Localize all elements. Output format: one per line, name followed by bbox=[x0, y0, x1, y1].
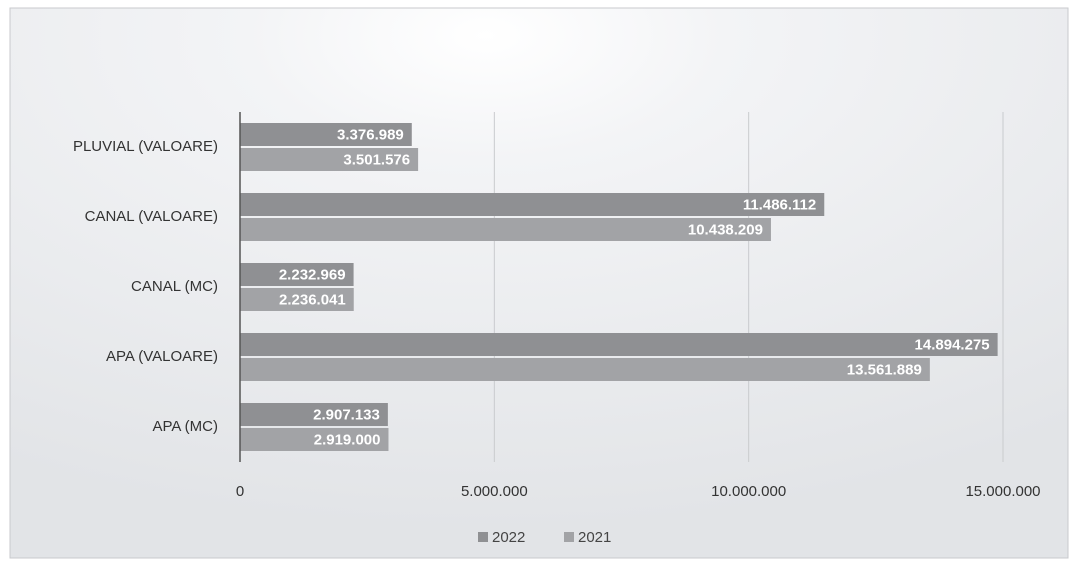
x-tick-label: 15.000.000 bbox=[965, 483, 1040, 500]
legend-swatch bbox=[564, 532, 574, 542]
value-label: 14.894.275 bbox=[915, 336, 990, 353]
legend-swatch bbox=[478, 532, 488, 542]
legend-label: 2022 bbox=[492, 529, 525, 546]
category-label: APA (MC) bbox=[152, 418, 218, 435]
bar bbox=[240, 403, 388, 426]
value-label: 10.438.209 bbox=[688, 221, 763, 238]
category-label: CANAL (VALOARE) bbox=[85, 208, 218, 225]
legend-label: 2021 bbox=[578, 529, 611, 546]
bar bbox=[240, 428, 389, 451]
bar bbox=[240, 218, 771, 241]
value-label: 13.561.889 bbox=[847, 361, 922, 378]
category-label: PLUVIAL (VALOARE) bbox=[73, 138, 218, 155]
bar bbox=[240, 333, 998, 356]
category-label: CANAL (MC) bbox=[131, 278, 218, 295]
x-tick-label: 5.000.000 bbox=[461, 483, 528, 500]
category-label: APA (VALOARE) bbox=[106, 348, 218, 365]
bar bbox=[240, 288, 354, 311]
chart-background bbox=[9, 7, 1069, 559]
value-label: 2.919.000 bbox=[314, 431, 381, 448]
bar bbox=[240, 263, 354, 286]
x-tick-label: 10.000.000 bbox=[711, 483, 786, 500]
bar bbox=[240, 148, 419, 171]
bar bbox=[240, 193, 825, 216]
bar bbox=[240, 358, 930, 381]
value-label: 2.907.133 bbox=[313, 406, 380, 423]
value-label: 3.501.576 bbox=[343, 151, 410, 168]
value-label: 2.232.969 bbox=[279, 266, 346, 283]
value-label: 2.236.041 bbox=[279, 291, 346, 308]
x-tick-label: 0 bbox=[236, 483, 244, 500]
bar bbox=[240, 123, 412, 146]
value-label: 3.376.989 bbox=[337, 126, 404, 143]
value-label: 11.486.112 bbox=[743, 196, 816, 213]
